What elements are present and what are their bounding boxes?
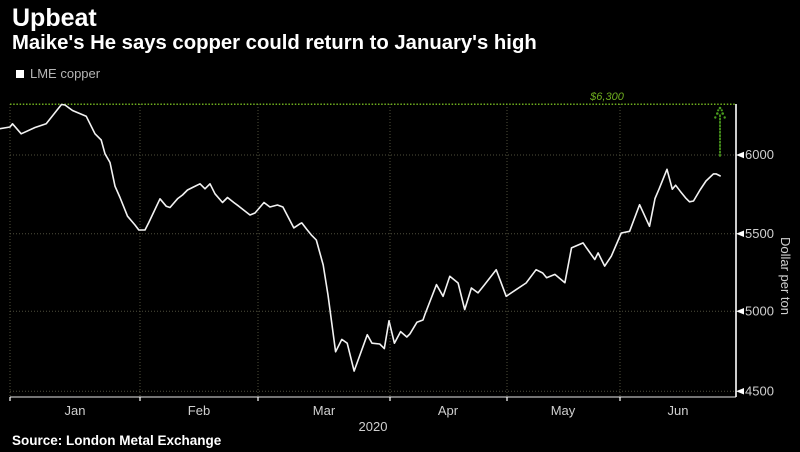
svg-text:$6,300: $6,300 (589, 91, 625, 103)
svg-text:2020: 2020 (359, 419, 388, 434)
svg-text:May: May (551, 403, 576, 418)
svg-text:Jan: Jan (65, 403, 86, 418)
svg-text:5000: 5000 (745, 303, 774, 318)
svg-text:5500: 5500 (745, 226, 774, 241)
svg-text:6000: 6000 (745, 147, 774, 162)
svg-text:4500: 4500 (745, 383, 774, 398)
svg-text:Mar: Mar (313, 403, 336, 418)
svg-text:Feb: Feb (188, 403, 210, 418)
svg-text:Dollar per ton: Dollar per ton (778, 237, 793, 315)
svg-text:Apr: Apr (438, 403, 459, 418)
svg-text:Jun: Jun (668, 403, 689, 418)
